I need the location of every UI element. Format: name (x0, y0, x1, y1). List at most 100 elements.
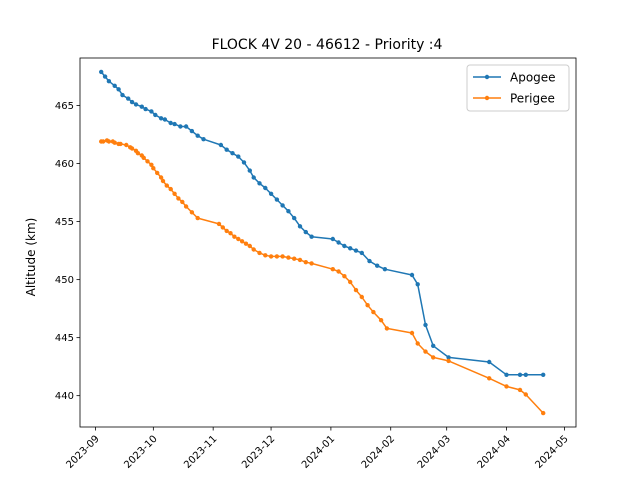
data-point-apogee (153, 112, 158, 118)
data-point-perigee (330, 267, 335, 272)
data-point-perigee (220, 225, 225, 230)
data-point-perigee (236, 236, 241, 242)
data-point-perigee (342, 274, 347, 279)
y-tick-label: 450 (55, 275, 74, 286)
legend-label-perigee: Perigee (510, 92, 555, 106)
data-point-apogee (268, 191, 274, 196)
data-point-perigee (297, 257, 303, 263)
data-point-apogee (158, 116, 164, 121)
x-tick-label: 2024-04 (476, 434, 513, 471)
data-point-perigee (348, 279, 353, 285)
data-point-apogee (348, 246, 353, 251)
data-point-perigee (378, 318, 384, 323)
data-point-perigee (101, 139, 106, 144)
legend-label-apogee: Apogee (510, 71, 556, 85)
legend-marker-perigee (484, 95, 490, 101)
data-point-apogee (359, 250, 364, 256)
y-axis: 440 445 450 455 460 465 (55, 101, 80, 402)
data-point-perigee (247, 243, 252, 249)
data-point-perigee (228, 231, 233, 236)
y-tick-label: 445 (55, 333, 74, 344)
data-point-perigee (195, 215, 200, 221)
x-tick-label: 2023-11 (182, 434, 219, 471)
data-point-perigee (149, 162, 154, 167)
data-point-apogee (236, 154, 241, 159)
data-point-apogee (189, 128, 195, 134)
data-point-perigee (541, 410, 546, 416)
legend-marker-apogee (484, 74, 490, 80)
data-point-apogee (415, 282, 420, 287)
data-point-apogee (330, 236, 335, 242)
data-point-apogee (423, 322, 428, 328)
data-point-perigee (409, 330, 415, 336)
data-point-perigee (216, 221, 222, 227)
data-point-perigee (504, 384, 509, 389)
data-point-apogee (224, 147, 229, 152)
series-line-apogee (100, 71, 544, 376)
data-point-perigee (274, 254, 280, 259)
data-point-perigee (151, 166, 156, 171)
data-point-perigee (232, 234, 237, 239)
data-point-perigee (168, 186, 173, 192)
data-point-apogee (303, 229, 308, 235)
data-point-apogee (218, 142, 224, 148)
data-point-apogee (116, 87, 121, 92)
data-point-apogee (431, 343, 436, 348)
data-point-apogee (263, 185, 268, 191)
data-point-apogee (446, 355, 451, 360)
data-point-apogee (487, 359, 492, 365)
data-point-apogee (292, 215, 297, 221)
data-point-apogee (178, 124, 183, 129)
data-point-apogee (297, 224, 303, 229)
data-point-apogee (367, 258, 372, 264)
data-point-apogee (230, 151, 235, 156)
data-point-perigee (124, 142, 129, 148)
data-point-apogee (195, 133, 200, 138)
data-point-perigee (268, 254, 274, 259)
data-point-perigee (160, 178, 166, 184)
data-point-apogee (257, 181, 262, 186)
data-point-apogee (517, 372, 523, 377)
y-tick-label: 465 (55, 101, 74, 112)
data-point-perigee (292, 256, 297, 261)
data-point-perigee (257, 250, 262, 256)
data-point-perigee (176, 196, 181, 201)
data-point-perigee (359, 294, 364, 300)
y-tick-label: 440 (55, 391, 74, 402)
data-point-apogee (183, 124, 189, 129)
data-point-apogee (353, 248, 359, 253)
data-point-perigee (280, 254, 285, 259)
data-point-apogee (102, 74, 108, 79)
data-point-perigee (189, 210, 195, 215)
data-point-apogee (309, 234, 314, 239)
data-point-apogee (133, 102, 139, 107)
data-point-apogee (129, 99, 135, 105)
legend: Apogee Perigee (466, 64, 570, 112)
x-axis: 2023-09 2023-10 2023-11 2023-12 2024-01 2024-… (64, 427, 571, 471)
data-point-perigee (336, 269, 341, 274)
data-point-perigee (164, 183, 169, 188)
x-tick-label: 2024-05 (533, 434, 570, 471)
data-point-apogee (280, 203, 285, 208)
plot-frame (79, 57, 577, 428)
data-point-apogee (523, 372, 528, 377)
data-point-apogee (126, 96, 131, 101)
data-point-apogee (106, 79, 112, 84)
data-point-perigee (263, 253, 268, 258)
data-point-apogee (375, 263, 380, 268)
data-point-perigee (251, 247, 256, 252)
data-point-perigee (135, 151, 141, 156)
data-point-perigee (141, 155, 146, 160)
data-point-perigee (371, 309, 376, 315)
x-tick-label: 2024-02 (360, 434, 397, 471)
data-point-perigee (106, 139, 112, 144)
data-point-apogee (342, 243, 347, 249)
data-point-apogee (541, 372, 546, 377)
data-point-perigee (446, 358, 451, 364)
x-tick-label: 2024-03 (416, 434, 453, 471)
data-point-perigee (183, 204, 189, 209)
data-point-perigee (384, 326, 390, 331)
data-point-perigee (155, 170, 160, 176)
y-tick-label: 455 (55, 217, 74, 228)
data-point-apogee (286, 209, 291, 214)
